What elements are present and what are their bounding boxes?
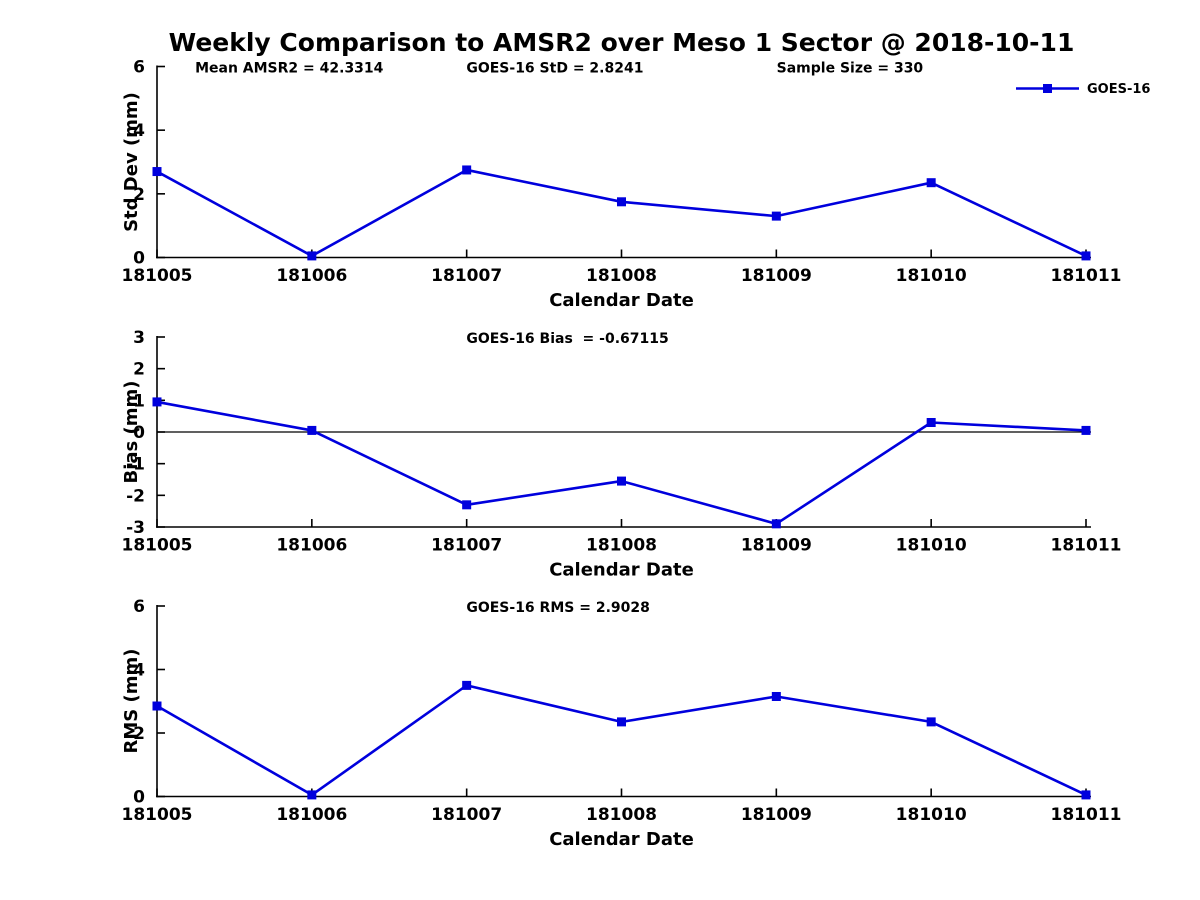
x-tick-label: 181005 — [122, 805, 193, 825]
y-axis-label-bias: Bias (mm) — [121, 381, 142, 484]
annotation: GOES-16 RMS = 2.9028 — [466, 600, 650, 616]
data-point — [926, 178, 936, 188]
y-axis-label-stddev: Std Dev (mm) — [121, 92, 142, 232]
legend-label: GOES-16 — [1087, 82, 1150, 97]
data-point — [1081, 425, 1091, 435]
y-tick-label: -3 — [126, 518, 145, 538]
data-point — [771, 211, 781, 221]
x-tick-label: 181006 — [276, 805, 347, 825]
data-line — [155, 168, 1088, 258]
y-tick-label: 6 — [133, 597, 145, 617]
y-tick-label: 2 — [133, 360, 145, 380]
data-point — [462, 165, 472, 175]
data-point — [152, 701, 162, 711]
x-tick-label: 181011 — [1051, 536, 1122, 556]
chart-std: 0 2 4 6 181005 181006 181007 181008 181009 181010… — [122, 58, 1122, 287]
x-tick-label: 181008 — [586, 536, 657, 556]
data-point — [617, 717, 626, 727]
y-tick-label: 1 — [133, 391, 145, 411]
y-tick-label: 4 — [133, 121, 145, 141]
y-axis-label-rms: RMS (mm) — [121, 649, 142, 754]
x-tick-label: 181009 — [741, 805, 812, 825]
annotation: Mean AMSR2 = 42.3314 — [195, 61, 384, 77]
y-tick-label: 2 — [133, 724, 145, 744]
data-point — [926, 717, 936, 727]
x-tick-label: 181007 — [431, 805, 502, 825]
x-tick-label: 181007 — [431, 536, 502, 556]
data-point — [307, 425, 317, 435]
annotation: GOES-16 Bias = -0.67115 — [466, 331, 668, 347]
data-point — [307, 251, 317, 261]
x-tick-label: 181010 — [896, 536, 967, 556]
y-tick-label: -2 — [126, 486, 145, 506]
legend-marker-icon — [1043, 84, 1052, 93]
x-tick-label: 181007 — [431, 266, 502, 286]
data-point — [1081, 790, 1091, 800]
annotation: GOES-16 StD = 2.8241 — [466, 61, 643, 77]
y-tick-label: 3 — [133, 328, 145, 348]
x-tick-label: 181010 — [896, 805, 967, 825]
chart-bias: -3 -2 -1 0 1 2 3 181005 181006 181007 181008 181009… — [122, 328, 1122, 556]
x-tick-label: 181006 — [276, 536, 347, 556]
data-point — [462, 500, 472, 510]
data-point — [771, 691, 781, 701]
x-tick-label: 181006 — [276, 266, 347, 286]
data-point — [617, 197, 626, 207]
data-point — [926, 418, 936, 427]
data-point — [307, 790, 317, 800]
x-tick-label: 181010 — [896, 266, 967, 286]
data-point — [462, 680, 472, 690]
legend: GOES-16 — [1016, 82, 1150, 97]
y-tick-label: 6 — [133, 58, 145, 78]
page-title: Weekly Comparison to AMSR2 over Meso 1 S… — [168, 28, 1075, 57]
chart-rms: 0 2 4 6 181005 181006 181007 181008 181009 181010… — [122, 597, 1122, 825]
data-point — [1081, 251, 1091, 261]
x-tick-label: 181009 — [741, 266, 812, 286]
x-tick-label: 181005 — [122, 266, 193, 286]
data-point — [617, 476, 626, 486]
y-tick-label: 0 — [133, 423, 145, 443]
x-tick-label: 181011 — [1051, 805, 1122, 825]
data-point — [152, 167, 162, 177]
annotation: Sample Size = 330 — [777, 61, 924, 77]
x-tick-label: 181011 — [1051, 266, 1122, 286]
y-tick-label: -1 — [126, 455, 145, 475]
data-line — [155, 684, 1088, 797]
x-axis-label-bias: Calendar Date — [549, 560, 694, 581]
data-point — [152, 397, 162, 407]
x-axis-label-stddev: Calendar Date — [549, 290, 694, 311]
y-tick-label: 0 — [133, 249, 145, 269]
x-tick-label: 181009 — [741, 536, 812, 556]
y-tick-label: 2 — [133, 185, 145, 205]
y-tick-label: 0 — [133, 788, 145, 808]
x-axis-label-rms: Calendar Date — [549, 829, 694, 850]
data-point — [771, 519, 781, 529]
x-tick-label: 181005 — [122, 536, 193, 556]
y-tick-label: 4 — [133, 661, 145, 681]
data-line — [155, 400, 1088, 526]
x-tick-label: 181008 — [586, 805, 657, 825]
x-tick-label: 181008 — [586, 266, 657, 286]
